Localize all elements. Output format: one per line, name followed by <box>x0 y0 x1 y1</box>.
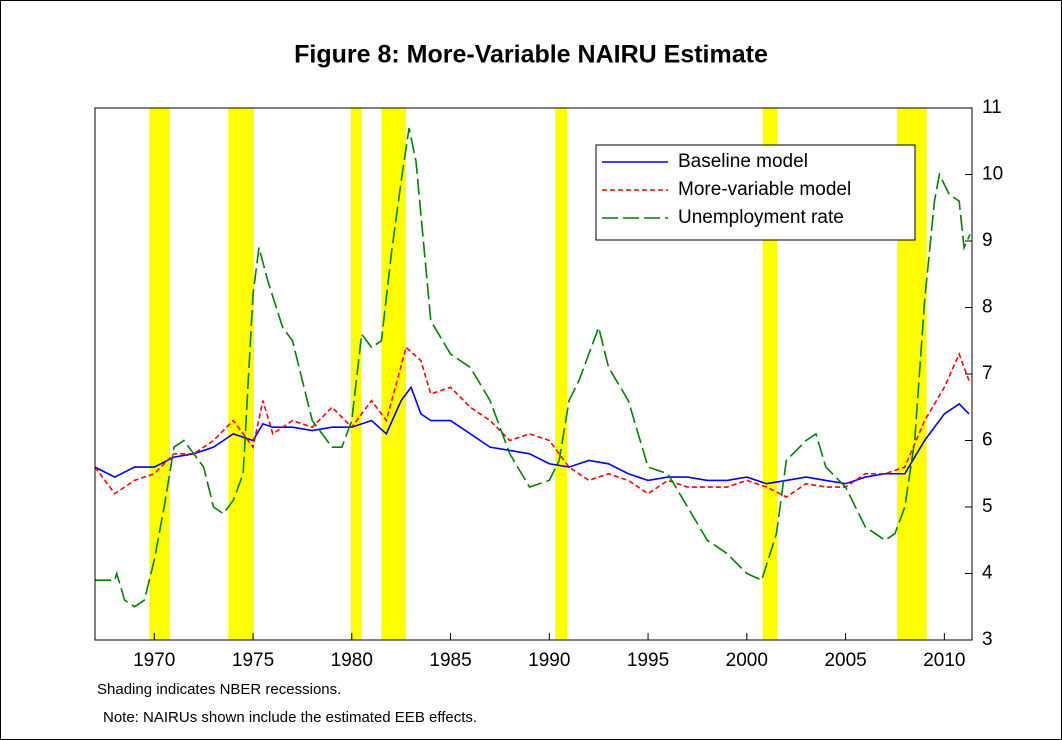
x-tick-label: 1975 <box>232 650 274 671</box>
legend-box <box>595 144 916 241</box>
chart-title: Figure 8: More-Variable NAIRU Estimate <box>294 41 768 69</box>
series-line <box>94 345 970 498</box>
y-tick-label: 3 <box>982 629 993 650</box>
y-tick-label: 7 <box>982 363 993 384</box>
x-tick-label: 2010 <box>923 650 965 671</box>
note: Note: NAIRUs shown include the estimated… <box>103 709 477 726</box>
recession-band <box>350 108 362 640</box>
plot-frame <box>94 107 973 641</box>
legend-label: Unemployment rate <box>678 207 844 228</box>
x-tick-label: 2000 <box>726 650 768 671</box>
legend-label: Baseline model <box>678 151 808 172</box>
x-tick-label: 1970 <box>133 650 175 671</box>
recession-band <box>555 108 568 640</box>
x-tick-label: 2005 <box>824 650 866 671</box>
y-tick-label: 10 <box>982 164 1003 185</box>
recession-band <box>149 108 171 640</box>
x-tick-label: 1985 <box>429 650 471 671</box>
x-tick-label: 1980 <box>331 650 373 671</box>
y-tick-label: 11 <box>982 97 1002 118</box>
legend-label: More-variable model <box>678 179 851 200</box>
recession-band <box>762 108 778 640</box>
y-tick-label: 9 <box>982 230 993 251</box>
y-tick-label: 6 <box>982 430 993 451</box>
series-line <box>94 385 970 485</box>
x-tick-label: 1995 <box>627 650 669 671</box>
y-tick-label: 4 <box>982 563 993 584</box>
recession-band <box>381 108 407 640</box>
series-line <box>95 127 971 608</box>
recession-band <box>228 108 255 640</box>
y-tick-label: 8 <box>982 297 993 318</box>
note: Shading indicates NBER recessions. <box>97 681 341 698</box>
x-tick-label: 1990 <box>528 650 570 671</box>
y-tick-label: 5 <box>982 496 993 517</box>
